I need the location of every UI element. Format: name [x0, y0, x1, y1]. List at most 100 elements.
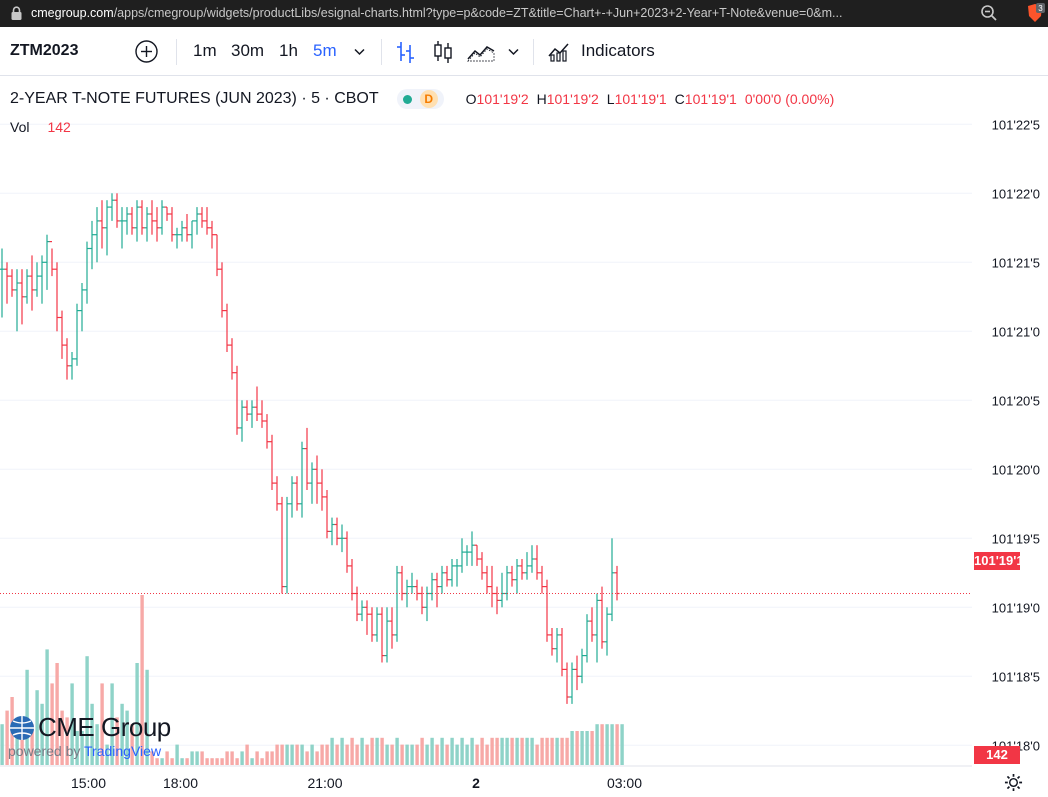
- interval-5m[interactable]: 5m: [313, 41, 337, 60]
- url-text[interactable]: cmegroup.com/apps/cmegroup/widgets/produ…: [31, 6, 843, 20]
- ohlc-bar: [354, 586, 360, 622]
- volume-bar: [210, 758, 214, 765]
- volume-bar: [215, 758, 219, 765]
- volume-bar: [465, 744, 469, 765]
- ohlc-bar: [239, 400, 245, 442]
- chart-pane[interactable]: 101'22'5 101'22'0 101'21'5 101'21'0 101'20'5…: [0, 76, 1048, 792]
- ohlc-bar: [334, 517, 340, 546]
- ohlc-bar: [339, 524, 345, 553]
- time-axis[interactable]: 15:00 18:00 21:00 2 03:00: [71, 775, 642, 791]
- price-tick-label: 101'22'0: [992, 186, 1040, 201]
- volume-bar: [295, 744, 299, 765]
- ohlc-bar: [259, 400, 265, 428]
- volume-bar: [120, 703, 124, 765]
- ohlc-bar: [39, 255, 45, 304]
- volume-bar: [485, 744, 489, 765]
- ohlc-bar: [609, 538, 615, 622]
- price-tick-label: 101'21'0: [992, 324, 1040, 339]
- brand-name: CME Group: [38, 712, 171, 742]
- market-status[interactable]: D: [396, 89, 444, 109]
- ohlc-bar: [214, 234, 220, 277]
- volume-bar: [255, 751, 259, 765]
- ohlc-bar: [364, 600, 370, 635]
- ohlc-bar: [549, 628, 555, 656]
- symbol-search[interactable]: ZTM2023: [10, 27, 78, 75]
- volume-bar: [150, 751, 154, 765]
- volume-bar: [560, 737, 564, 765]
- volume-bar: [370, 737, 374, 765]
- zoom-out-icon[interactable]: [980, 4, 998, 22]
- volume-bar: [175, 744, 179, 765]
- volume-bar: [280, 744, 284, 765]
- interval-1h[interactable]: 1h: [279, 41, 298, 60]
- volume-bar: [420, 737, 424, 765]
- chevron-down-icon[interactable]: [507, 45, 520, 58]
- ohlc-bar: [79, 283, 85, 332]
- ohlc-bar: [89, 220, 95, 270]
- volume-bar: [140, 595, 144, 765]
- candlestick-icon[interactable]: [433, 39, 453, 65]
- instrument-title[interactable]: 2-YEAR T-NOTE FUTURES (JUN 2023) · 5 · C…: [10, 90, 379, 107]
- indicators-button[interactable]: Indicators: [548, 27, 655, 75]
- ohlc-bar: [34, 262, 40, 297]
- time-tick-label: 18:00: [163, 775, 198, 791]
- price-chart[interactable]: 101'22'5 101'22'0 101'21'5 101'21'0 101'20'5…: [0, 76, 1048, 792]
- ohlc-bar: [554, 628, 560, 663]
- volume-bar: [195, 751, 199, 765]
- ohlc-bar: [434, 572, 440, 608]
- volume-bar: [550, 737, 554, 765]
- interval-1m[interactable]: 1m: [193, 41, 217, 60]
- ohlc-bar: [319, 469, 325, 511]
- volume-bar: [190, 751, 194, 765]
- volume-bar: [125, 710, 129, 765]
- ohlc-bar: [564, 662, 570, 704]
- ohlc-bar: [349, 559, 355, 601]
- ohlc-bar: [29, 255, 35, 311]
- volume-bar: [395, 737, 399, 765]
- ohlc-bar: [269, 434, 275, 490]
- grid-lines: [0, 123, 972, 746]
- volume-bar: [555, 737, 559, 765]
- volume-bar: [520, 737, 524, 765]
- powered-by-tradingview[interactable]: powered by TradingView: [8, 743, 162, 759]
- gear-icon[interactable]: [1004, 773, 1023, 792]
- area-chart-icon[interactable]: [467, 42, 495, 62]
- extension-badge: 3: [1038, 4, 1043, 13]
- volume-bar: [200, 751, 204, 765]
- ohlc-bar: [449, 559, 455, 587]
- compare-add-symbol-icon[interactable]: [135, 40, 158, 63]
- brave-shield-icon[interactable]: 3: [1025, 3, 1045, 24]
- ohlc-bar: [329, 517, 335, 546]
- ohlc-bar: [199, 207, 205, 228]
- volume-legend[interactable]: Vol 142: [10, 119, 71, 135]
- volume-bar: [460, 737, 464, 765]
- ohlc-bar: [94, 207, 100, 263]
- ohlc-bars-icon[interactable]: [396, 39, 416, 65]
- ohlc-bar: [389, 607, 395, 649]
- ohlc-bar: [49, 241, 55, 277]
- price-axis[interactable]: 101'22'5 101'22'0 101'21'5 101'21'0 101'20'5…: [992, 117, 1040, 753]
- ohlc-bar: [64, 338, 70, 380]
- time-tick-label: 21:00: [307, 775, 342, 791]
- volume-bar: [300, 744, 304, 765]
- ohlc-bar: [589, 607, 595, 642]
- volume-bar: [455, 744, 459, 765]
- volume-bar: [450, 737, 454, 765]
- interval-30m[interactable]: 30m: [231, 41, 265, 60]
- ohlc-bar: [224, 303, 230, 352]
- volume-bar: [160, 758, 164, 765]
- price-tick-label: 101'20'5: [992, 393, 1040, 408]
- volume-bar: [235, 758, 239, 765]
- volume-bar: [115, 717, 119, 765]
- symbol-label: ZTM2023: [10, 42, 79, 59]
- indicators-icon: [548, 43, 569, 62]
- cme-group-logo[interactable]: CME Group powered by TradingView: [8, 712, 171, 759]
- ohlc-bar: [204, 207, 210, 235]
- price-tick-label: 101'18'5: [992, 669, 1040, 684]
- chevron-down-icon[interactable]: [353, 45, 366, 58]
- browser-address-bar[interactable]: cmegroup.com/apps/cmegroup/widgets/produ…: [0, 0, 1048, 27]
- volume-label: Vol: [10, 119, 30, 135]
- ohlc-bar: [219, 262, 225, 318]
- ohlc-bar: [469, 531, 475, 566]
- ohlc-bar: [194, 207, 200, 235]
